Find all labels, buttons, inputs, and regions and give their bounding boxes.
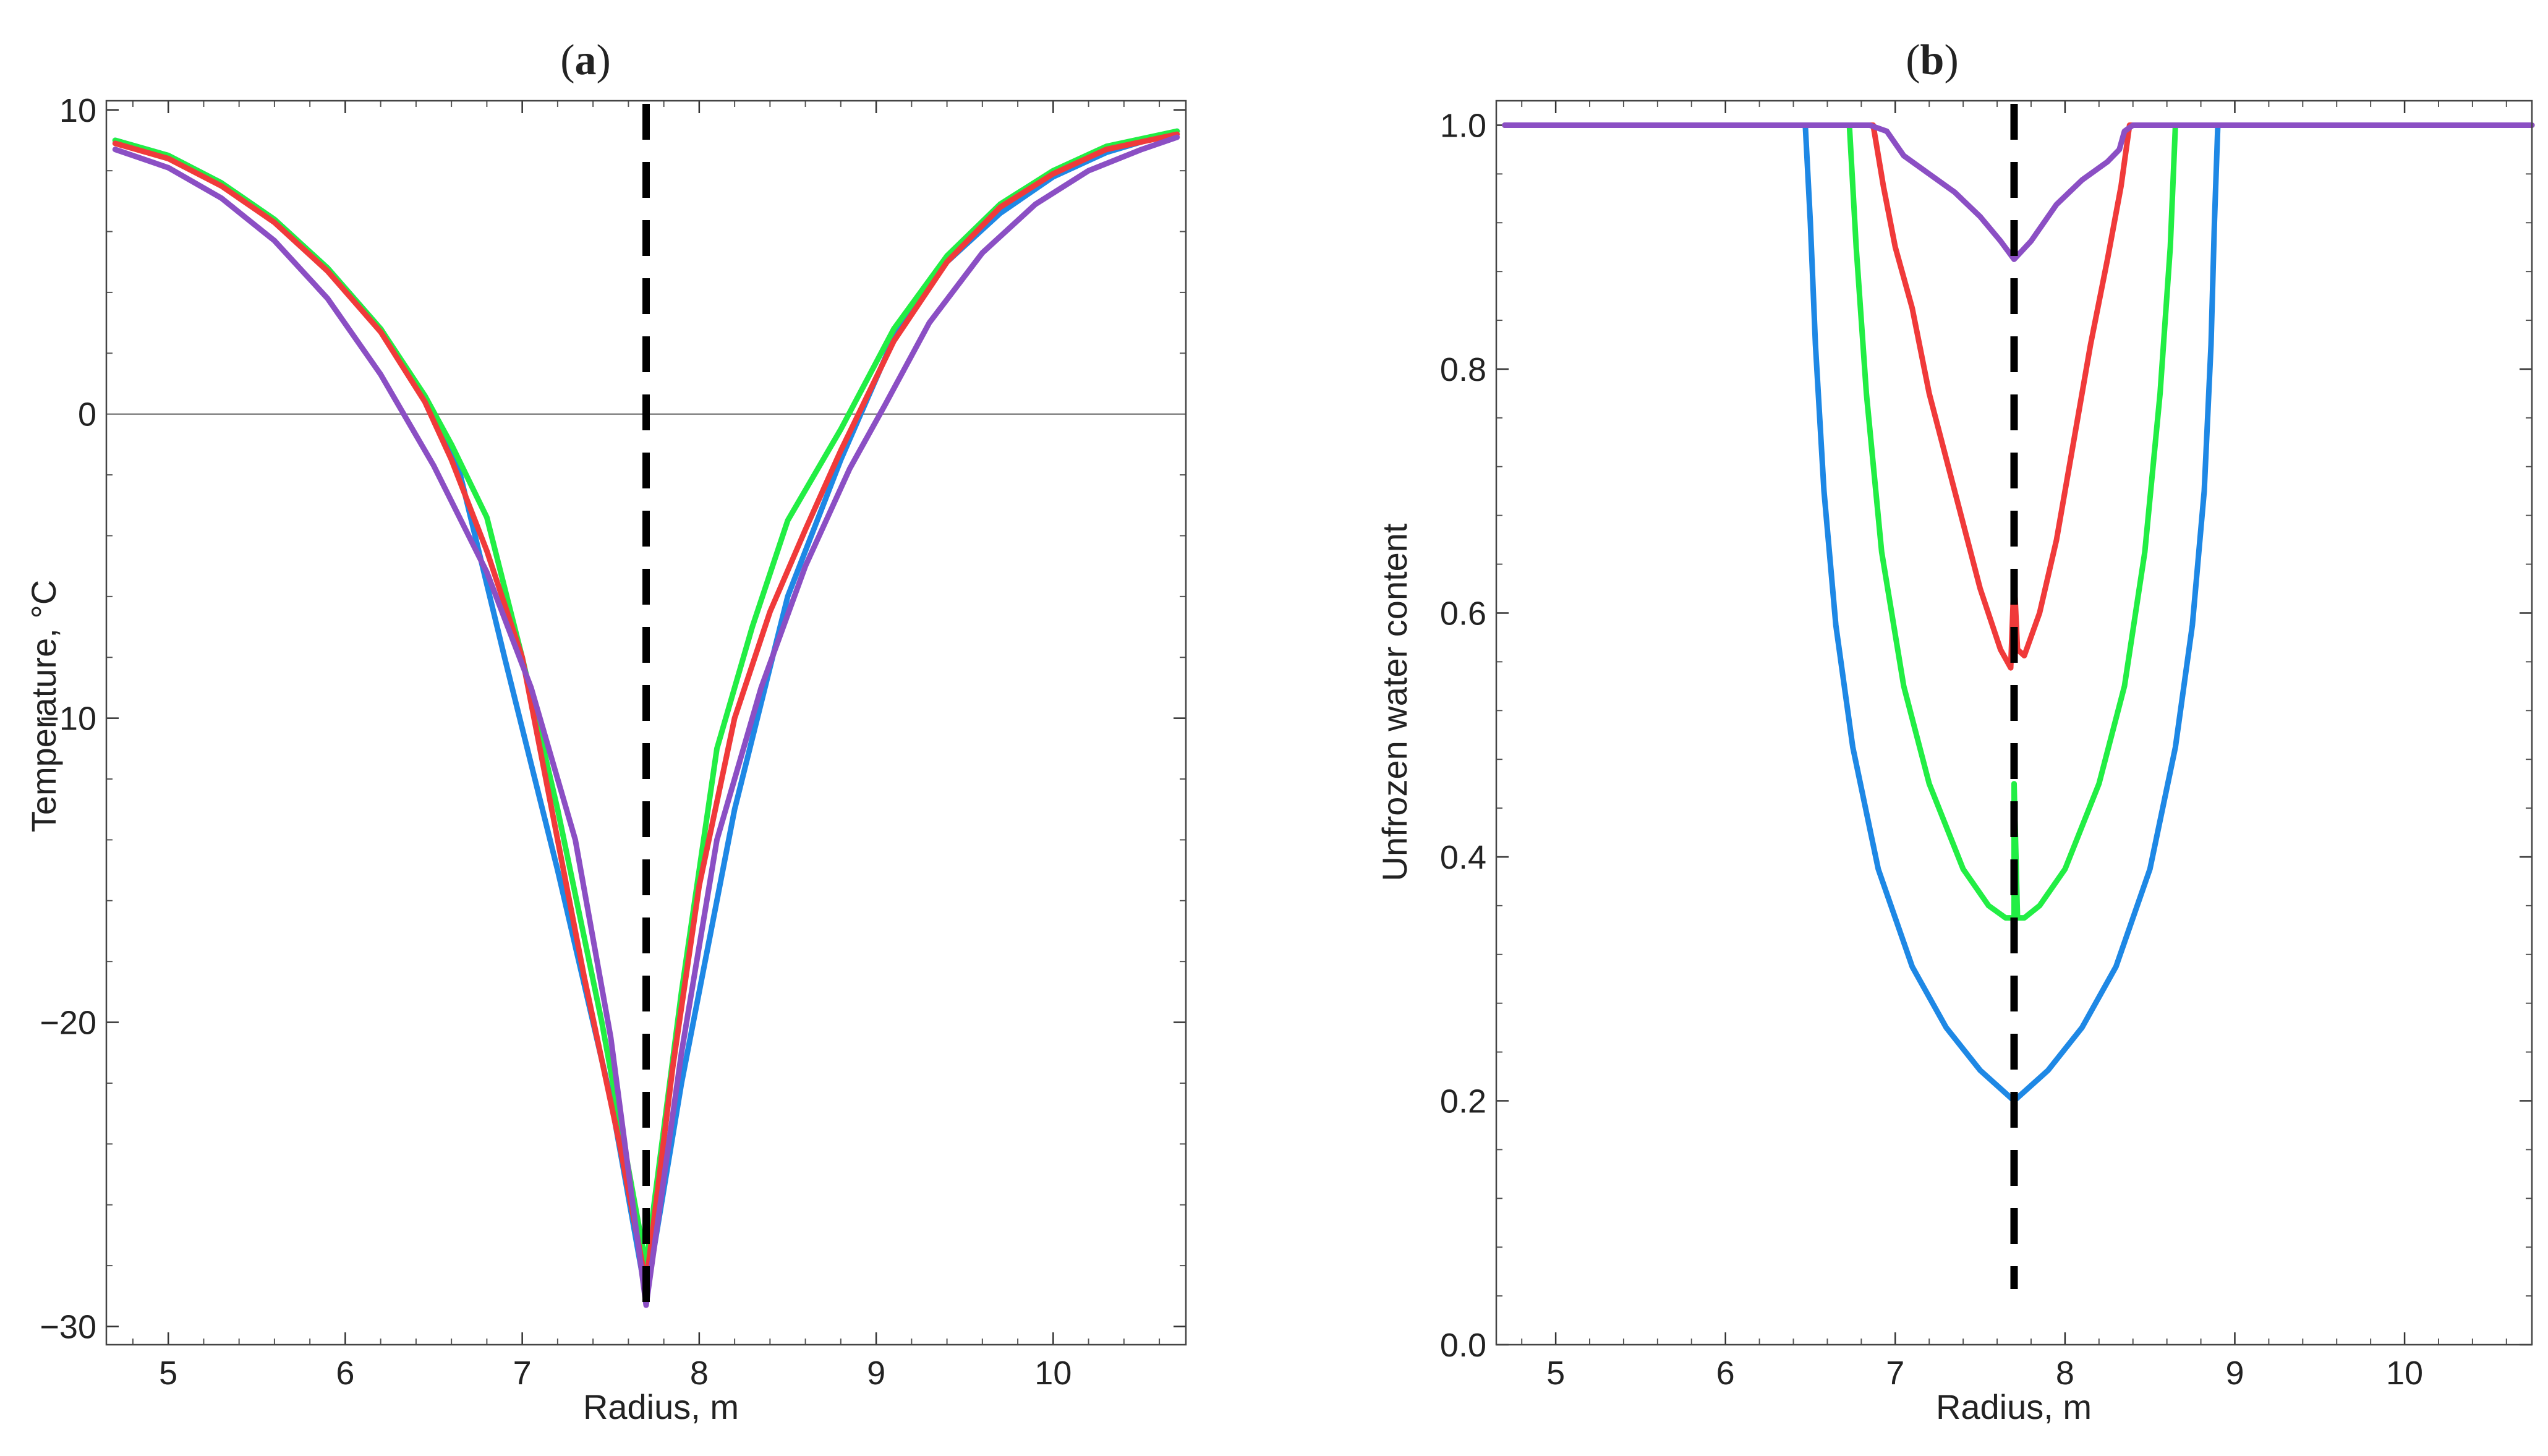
x-tick-label: 6	[1716, 1355, 1735, 1392]
x-tick-label: 9	[867, 1355, 885, 1392]
x-tick-label: 8	[2056, 1355, 2074, 1392]
y-tick-label: 0.6	[1440, 595, 1486, 632]
x-tick-label: 5	[1546, 1355, 1565, 1392]
x-tick-label: 9	[2225, 1355, 2244, 1392]
panel-a-plot-area: 5 6 7 8 9 10 −30 −20 −10 0 10	[40, 92, 1187, 1392]
panel-a-y-axis-label: Temperature, °C	[24, 580, 63, 832]
series-line-purple	[1502, 122, 2535, 262]
x-tick-label: 10	[1034, 1355, 1072, 1392]
panel-b-y-axis-label: Unfrozen water content	[1375, 523, 1414, 881]
panel-a-title: (a)	[560, 36, 611, 84]
y-tick-label: 10	[59, 92, 96, 129]
panel-b-plot-area: 5 6 7 8 9 10 0.0 0.2 0.4 0.6 0.8 1.0	[1440, 100, 2535, 1392]
y-tick-label: −10	[40, 700, 96, 738]
y-tick-label: 0.4	[1440, 839, 1486, 876]
x-tick-label: 5	[159, 1355, 177, 1392]
x-tick-label: 7	[513, 1355, 532, 1392]
y-tick-label: 0.8	[1440, 351, 1486, 388]
x-tick-label: 8	[690, 1355, 709, 1392]
x-tick-label: 6	[336, 1355, 354, 1392]
plot-frame	[1495, 100, 2533, 1346]
y-tick-label: 0.0	[1440, 1327, 1486, 1364]
y-tick-label: 0.2	[1440, 1083, 1486, 1120]
series-line-green	[1502, 122, 2535, 921]
panel-a: (a) 5 6 7 8 9 10 −30 −20 −10 0 10 Radius, m Temper…	[24, 36, 1187, 1426]
y-tick-label: 1.0	[1440, 107, 1486, 144]
x-tick-label: 7	[1886, 1355, 1904, 1392]
x-tick-label: 10	[2386, 1355, 2423, 1392]
panel-a-x-axis-label: Radius, m	[583, 1387, 739, 1426]
series-line-purple	[112, 134, 1180, 1308]
panel-b-title: (b)	[1906, 36, 1959, 84]
y-tick-label: 0	[78, 396, 96, 433]
y-tick-label: −20	[40, 1005, 96, 1042]
y-tick-label: −30	[40, 1308, 96, 1345]
panel-b-x-axis-label: Radius, m	[1936, 1387, 2092, 1426]
plot-frame	[105, 100, 1187, 1346]
panel-b: (b) 5 6 7 8 9 100.00.20.40.60.81.0 Radius, m …	[1375, 36, 2535, 1426]
